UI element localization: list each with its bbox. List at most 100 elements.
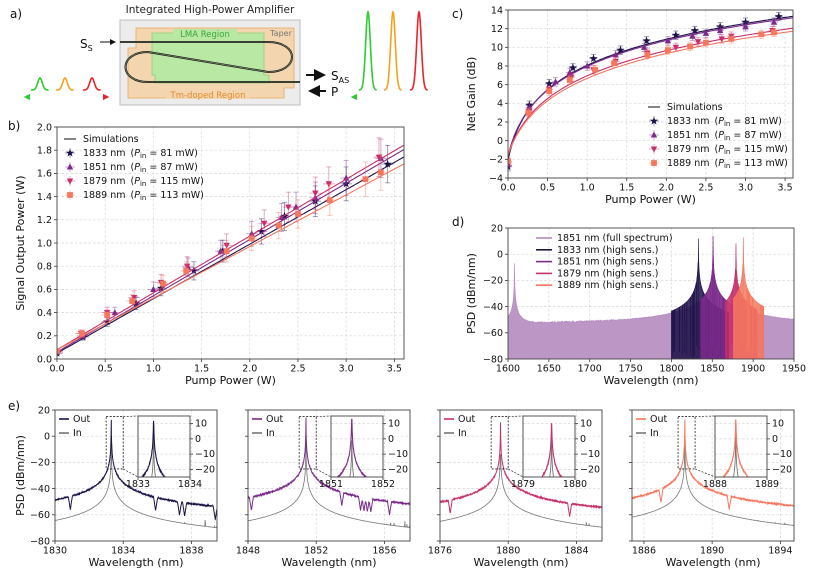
data-point	[568, 63, 577, 72]
y-tick-label: 8	[497, 61, 503, 72]
y-tick-label: 10	[580, 419, 592, 430]
y-tick-label: −40	[30, 484, 50, 495]
zoom-connector	[508, 468, 524, 478]
axes-frame	[247, 409, 411, 542]
legend-text-part: P	[134, 190, 140, 201]
x-tick-label: 1880	[496, 546, 520, 557]
x-tick-label: 1833	[126, 479, 150, 490]
legend-label: 1889 nm (high sens.)	[557, 280, 658, 291]
y-tick-label: 0.6	[37, 285, 52, 296]
axes-frame	[631, 409, 795, 542]
output-spectrum	[55, 419, 217, 520]
legend-text-part: 1879 nm	[83, 176, 125, 187]
panel-e-subplot: 1848 1852 1856 1851 1852 10 0 −10 −20 Out In Wavele…	[236, 409, 411, 569]
y-tick-label: −20	[30, 458, 50, 469]
waveguide-core	[120, 41, 300, 83]
data-point	[612, 51, 619, 58]
plot-area	[715, 416, 767, 477]
legend-label: 1833 nm (Pin = 81 mW)	[83, 148, 198, 160]
legend-text-part: =	[730, 116, 744, 127]
legend-text-part: 1889 nm	[83, 190, 125, 201]
data-point	[79, 330, 85, 337]
legend-text-part: 113 mW	[160, 190, 200, 201]
data-point	[525, 109, 532, 116]
legend-text-part: P	[718, 158, 724, 169]
data-point	[326, 197, 333, 203]
plot-content	[55, 419, 217, 529]
data-point	[771, 29, 777, 36]
panel-label: b)	[8, 119, 20, 133]
data-point	[261, 220, 268, 227]
data-point	[160, 280, 166, 287]
zoom-connector	[694, 468, 716, 478]
panel-e-subplot: 1886 1890 1894 1888 1889 10 0 −10 −20 Out In Wavele…	[629, 409, 795, 569]
data-point	[223, 242, 230, 249]
output-peak	[383, 10, 402, 91]
data-point	[375, 154, 383, 161]
y-tick-label: 14	[491, 5, 503, 16]
legend-label: 1833 nm (high sens.)	[557, 245, 658, 256]
legend-label: 1851 nm (Pin = 87 mW)	[83, 162, 198, 174]
data-point	[508, 158, 511, 165]
data-point	[248, 235, 255, 242]
legend-text-part: 87 mW	[744, 130, 778, 141]
x-tick-label: 3.0	[339, 364, 354, 375]
y-tick-label: −4	[489, 173, 503, 184]
legend: Out In	[444, 414, 475, 439]
legend-label: 1851 nm (high sens.)	[557, 257, 658, 268]
x-axis-label: Wavelength (nm)	[473, 556, 568, 569]
legend: Out In	[252, 414, 283, 439]
y-tick-label: 4	[497, 99, 503, 110]
data-point	[552, 78, 559, 85]
plot-content	[335, 418, 368, 477]
x-tick-label: 1.5	[619, 183, 634, 194]
data-point	[189, 266, 198, 275]
data-point	[545, 79, 554, 88]
spectral-peaks	[31, 10, 428, 91]
legend-text-part: in	[140, 166, 146, 174]
data-point	[741, 17, 750, 26]
panel-label: e)	[8, 399, 20, 413]
series	[57, 153, 404, 354]
legend-text-part: )	[784, 144, 788, 155]
x-tick-label: 1.0	[580, 183, 595, 194]
legend-text-part: 81 mW	[160, 148, 194, 159]
x-tick-label: 2.5	[698, 183, 713, 194]
y-tick-label: 2.0	[37, 122, 52, 133]
y-tick-label: −20	[772, 464, 792, 475]
legend-text-part: P	[718, 130, 724, 141]
y-tick-label: 0.8	[37, 262, 52, 273]
legend-text-part: (	[130, 176, 134, 187]
data-point	[150, 285, 157, 292]
data-point	[758, 31, 765, 38]
legend-text-part: )	[200, 176, 204, 187]
data-point	[583, 62, 591, 69]
legend-text-part: P	[134, 162, 140, 173]
legend-label: 1889 nm (Pin = 113 mW)	[667, 158, 788, 170]
x-tick-label: 1834	[111, 546, 135, 557]
input-spectrum	[55, 436, 217, 529]
legend-text-part: 1889 nm	[667, 158, 709, 169]
x-axis-label: Wavelength (nm)	[603, 374, 698, 387]
legend-text-part: )	[194, 148, 198, 159]
legend-text-part: =	[730, 144, 744, 155]
x-tick-label: 1876	[428, 546, 452, 557]
pump-label: P	[331, 85, 338, 99]
y-tick-label: 2	[497, 117, 503, 128]
inset: 1888 1889 10 0 −10 −20	[703, 415, 792, 490]
legend-text-part: (	[130, 190, 134, 201]
x-tick-label: 1950	[782, 364, 806, 375]
marker-star-icon	[649, 116, 659, 125]
data-point	[774, 12, 783, 20]
data-point	[295, 211, 301, 217]
data-point	[640, 43, 648, 50]
legend-text-part: in	[140, 152, 146, 160]
plot-area	[138, 416, 190, 477]
output-spectrum	[632, 419, 794, 511]
zoom-connector	[508, 415, 524, 417]
data-point	[129, 298, 136, 304]
legend-text-part: =	[146, 176, 160, 187]
data-point	[377, 169, 384, 176]
legend-label-out: Out	[266, 414, 283, 425]
input-spectrum	[440, 454, 602, 528]
